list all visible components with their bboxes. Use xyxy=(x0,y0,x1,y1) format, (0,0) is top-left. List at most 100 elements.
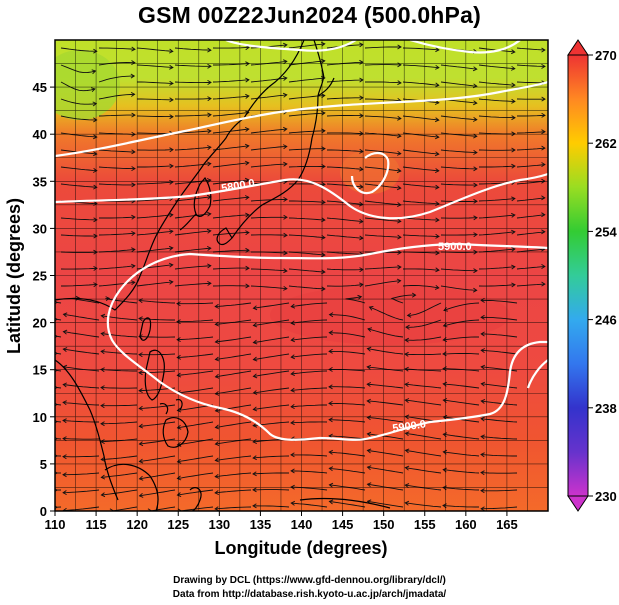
streamline xyxy=(212,145,249,151)
streamline xyxy=(516,214,545,219)
streamline xyxy=(177,387,214,394)
streamline xyxy=(174,47,211,51)
streamline-arrowhead xyxy=(366,381,372,387)
streamline-arrowhead xyxy=(367,327,373,333)
streamline-arrowhead xyxy=(321,181,326,187)
streamline-arrowhead xyxy=(321,164,326,169)
streamline-arrowhead xyxy=(366,482,372,488)
streamline-arrowhead xyxy=(404,483,410,489)
streamline xyxy=(63,348,100,355)
streamline-arrowhead xyxy=(541,229,546,235)
streamline-arrowhead xyxy=(207,80,212,85)
streamline-arrowhead xyxy=(252,322,258,328)
streamline xyxy=(174,179,211,185)
streamline-arrowhead xyxy=(328,449,334,455)
streamline-arrowhead xyxy=(480,364,486,370)
streamline-arrowhead xyxy=(176,407,182,413)
streamline-arrowhead xyxy=(366,346,372,352)
streamline xyxy=(291,353,328,358)
streamline-arrowhead xyxy=(207,281,212,286)
streamline xyxy=(60,64,96,74)
streamline-arrowhead xyxy=(131,166,136,171)
streamline xyxy=(98,47,136,50)
streamline xyxy=(63,331,100,338)
streamline-arrowhead xyxy=(283,268,288,274)
streamline xyxy=(481,299,518,304)
streamline xyxy=(215,387,252,395)
coastline-philippines-islands xyxy=(159,399,183,415)
streamline-arrowhead xyxy=(511,246,516,252)
streamline xyxy=(329,500,366,508)
contour-label-5800: 5800.0 xyxy=(220,177,255,195)
streamline-arrowhead xyxy=(138,316,143,322)
coastline-indochina xyxy=(55,359,119,501)
streamline-arrowhead xyxy=(435,267,440,273)
streamline xyxy=(405,319,442,328)
streamline-arrowhead xyxy=(55,505,58,509)
streamline xyxy=(177,421,214,429)
streamline-arrowhead xyxy=(368,305,374,311)
streamline xyxy=(60,115,97,121)
streamline-arrowhead xyxy=(207,96,212,102)
streamline-arrowhead xyxy=(511,229,516,235)
streamline xyxy=(364,115,401,119)
streamline xyxy=(326,284,363,287)
streamline-arrowhead xyxy=(511,49,516,55)
streamline-arrowhead xyxy=(214,339,220,345)
streamline xyxy=(405,383,442,389)
streamline-arrowhead xyxy=(511,163,516,169)
streamline xyxy=(516,131,546,134)
streamline-arrowhead xyxy=(411,292,417,298)
streamline xyxy=(443,487,480,491)
streamline xyxy=(100,404,138,407)
streamline-arrowhead xyxy=(434,284,440,290)
streamline-arrowhead xyxy=(321,110,326,116)
streamline-arrowhead xyxy=(100,474,106,480)
streamline-arrowhead xyxy=(207,128,212,134)
streamline xyxy=(326,166,363,170)
colorbar-gradient xyxy=(567,54,589,497)
streamline xyxy=(329,435,366,440)
streamline xyxy=(478,214,515,219)
streamline-arrowhead xyxy=(93,233,98,239)
y-axis-label: Latitude (degrees) xyxy=(4,198,24,354)
streamline-arrowhead xyxy=(100,492,106,498)
streamline xyxy=(60,267,98,270)
streamline xyxy=(367,366,404,372)
streamline xyxy=(481,333,518,338)
streamline xyxy=(98,149,135,153)
streamline-arrowhead xyxy=(176,492,182,498)
streamline-arrowhead xyxy=(105,296,111,302)
streamline-arrowhead xyxy=(100,367,105,373)
streamline-arrowhead xyxy=(169,64,174,70)
streamline xyxy=(139,421,176,427)
streamline-arrowhead xyxy=(480,488,485,494)
streamline xyxy=(212,79,249,83)
coastline-korean-peninsula xyxy=(179,213,197,231)
streamline xyxy=(516,283,545,287)
streamline-arrowhead xyxy=(100,313,106,319)
streamline-arrowhead xyxy=(397,80,402,86)
streamline xyxy=(326,97,363,100)
streamline-arrowhead xyxy=(480,381,486,387)
streamline xyxy=(443,451,480,457)
streamline xyxy=(440,115,477,121)
streamline-arrowhead xyxy=(283,161,288,167)
streamline xyxy=(402,234,440,237)
streamline-arrowhead xyxy=(290,320,296,326)
streamline xyxy=(443,433,480,440)
streamline-arrowhead xyxy=(404,337,410,343)
streamline-arrowhead xyxy=(435,233,440,239)
streamline-arrowhead xyxy=(252,503,257,509)
streamline-arrowhead xyxy=(511,264,516,270)
streamline-arrowhead xyxy=(138,475,144,481)
streamline xyxy=(63,366,100,372)
streamline xyxy=(212,249,249,253)
streamline-arrowhead xyxy=(252,487,257,493)
streamline xyxy=(442,353,480,355)
streamline xyxy=(443,399,480,406)
streamline xyxy=(443,469,480,474)
streamline-arrowhead xyxy=(93,48,98,54)
streamline xyxy=(364,266,401,270)
streamline xyxy=(60,47,97,52)
